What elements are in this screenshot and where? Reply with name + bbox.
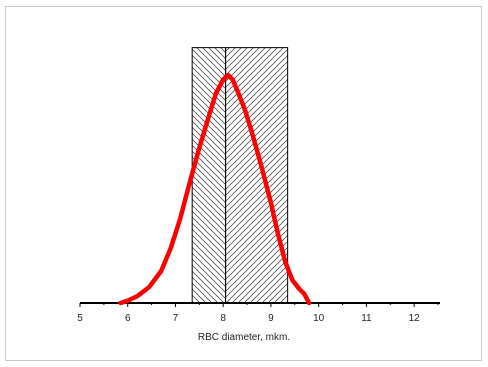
x-tick-label: 8 <box>220 313 226 324</box>
x-tick-label: 9 <box>268 313 274 324</box>
x-tick-label: 6 <box>125 313 131 324</box>
x-tick-label: 7 <box>173 313 179 324</box>
chart-plot: 5 6 7 8 9 10 11 12 RBC diameter, mkm. <box>77 47 440 343</box>
series-line-1 <box>118 72 312 306</box>
x-tick-label: 10 <box>313 313 325 324</box>
x-tick-label: 12 <box>409 313 421 324</box>
x-tick-label: 11 <box>361 313 372 324</box>
x-axis-title: RBC diameter, mkm. <box>198 332 290 343</box>
chart-frame: 5 6 7 8 9 10 11 12 RBC diameter, mkm. <box>5 6 482 361</box>
x-tick-label: 5 <box>77 313 83 324</box>
